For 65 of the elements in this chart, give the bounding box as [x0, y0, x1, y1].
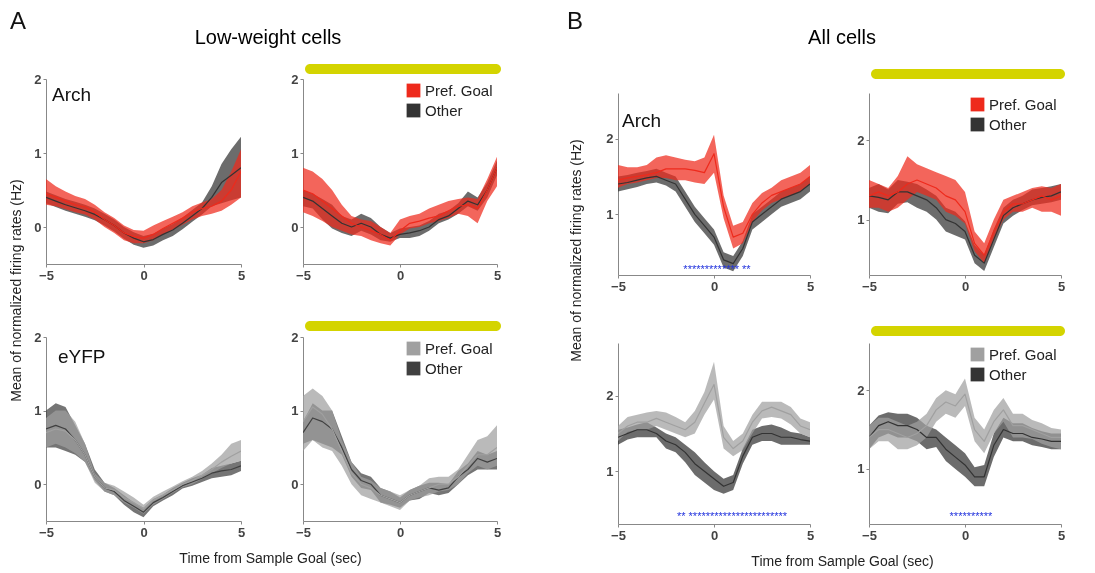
y-axis-title: Mean of normalized firing rates (Hz) [568, 139, 585, 362]
text: B [567, 7, 584, 34]
x-tick-label: 0 [140, 524, 148, 540]
x-tick-label: 0 [140, 267, 148, 283]
x-tick-label: 5 [1057, 527, 1066, 543]
chart-title: Low-weight cells [194, 26, 342, 48]
legend-label: Other [425, 359, 463, 377]
x-tick-label: 5 [237, 267, 246, 283]
y-tick-label: 2 [291, 329, 299, 345]
annotation: ** *********************** [676, 510, 788, 522]
legend-label: Pref. Goal [989, 345, 1057, 363]
y-tick-label: 0 [291, 476, 299, 492]
y-tick-label: 2 [857, 132, 865, 148]
chart-title: All cells [808, 26, 876, 48]
y-tick-label: 1 [291, 145, 299, 161]
y-tick-label: 1 [606, 206, 614, 222]
x-tick-label: 5 [806, 278, 815, 294]
legend-label: Other [425, 101, 463, 119]
x-tick-label: −5 [862, 527, 877, 543]
annotation: Arch [622, 110, 662, 131]
x-tick-label: −5 [296, 267, 311, 283]
y-tick-label: 2 [34, 329, 42, 345]
y-tick-label: 2 [291, 71, 299, 87]
x-tick-label: −5 [611, 527, 626, 543]
legend-label: Pref. Goal [425, 339, 493, 357]
annotation: ********** [949, 510, 994, 522]
legend-label: Pref. Goal [425, 81, 493, 99]
y-tick-label: 2 [606, 388, 614, 404]
legend-label: Other [989, 115, 1027, 133]
y-tick-label: 1 [34, 145, 42, 161]
annotation: Arch [52, 84, 92, 105]
x-tick-label: 5 [1057, 278, 1066, 294]
annotation: eYFP [58, 346, 106, 367]
x-tick-label: 0 [396, 524, 405, 540]
text: A [10, 7, 27, 34]
y-tick-label: 1 [857, 461, 865, 477]
x-axis-title: Time from Sample Goal (sec) [751, 552, 934, 569]
y-tick-label: 2 [857, 382, 865, 398]
y-tick-label: 1 [606, 463, 614, 479]
x-tick-label: 5 [237, 524, 246, 540]
x-tick-label: 0 [961, 527, 970, 543]
legend-label: Pref. Goal [989, 95, 1057, 113]
x-tick-label: 5 [806, 527, 815, 543]
x-tick-label: 0 [710, 278, 719, 294]
x-tick-label: −5 [862, 278, 877, 294]
y-tick-label: 1 [34, 403, 42, 419]
x-tick-label: −5 [296, 524, 311, 540]
x-tick-label: 5 [493, 524, 502, 540]
y-tick-label: 0 [34, 476, 42, 492]
x-tick-label: 0 [710, 527, 719, 543]
legend-label: Other [989, 365, 1027, 383]
y-tick-label: 1 [291, 403, 299, 419]
x-tick-label: −5 [39, 524, 54, 540]
x-tick-label: −5 [39, 267, 54, 283]
y-tick-label: 0 [34, 219, 42, 235]
y-axis-title: Mean of normalized firing rates (Hz) [8, 179, 25, 402]
y-tick-label: 0 [291, 219, 299, 235]
y-tick-label: 1 [857, 212, 865, 228]
x-tick-label: −5 [611, 278, 626, 294]
x-tick-label: 0 [961, 278, 970, 294]
x-axis-title: Time from Sample Goal (sec) [179, 549, 362, 566]
y-tick-label: 2 [34, 71, 42, 87]
x-tick-label: 0 [396, 267, 405, 283]
y-tick-label: 2 [606, 131, 614, 146]
x-tick-label: 5 [493, 267, 502, 283]
